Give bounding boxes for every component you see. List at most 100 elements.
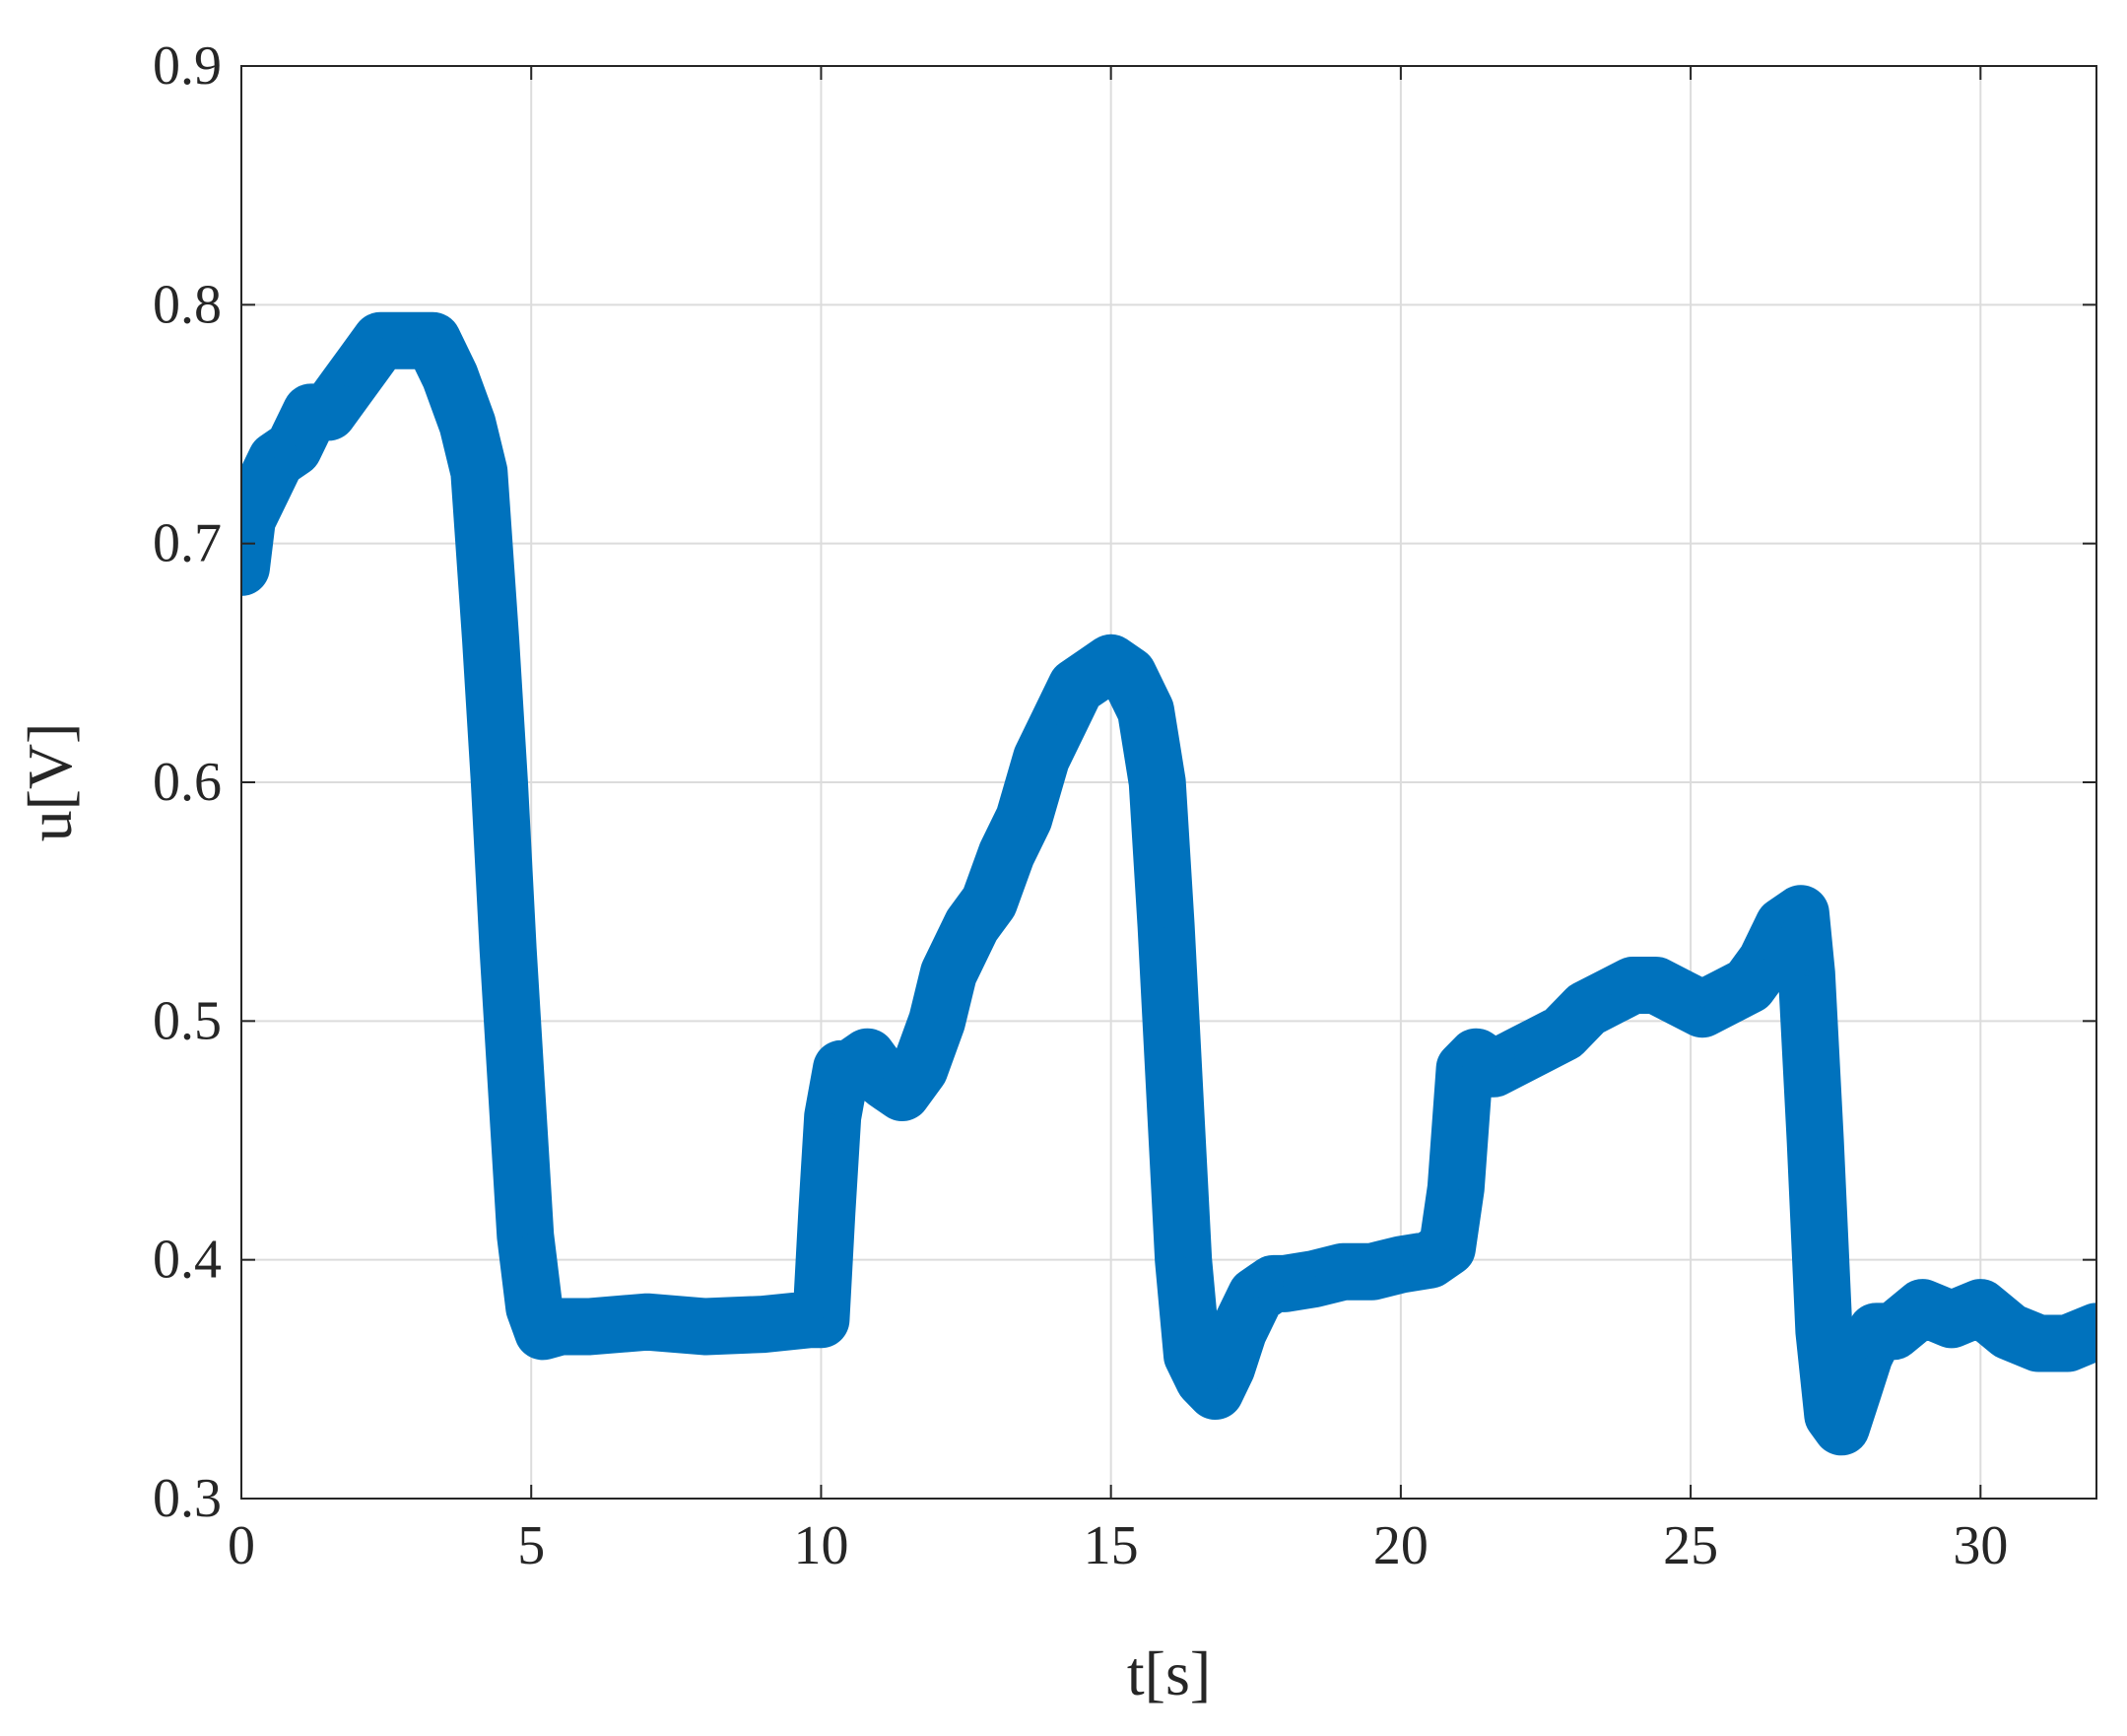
tick-marks	[240, 65, 2096, 1500]
data-point	[1252, 1293, 1259, 1300]
x-tick-label: 15	[1084, 1515, 1139, 1576]
data-point	[446, 373, 453, 380]
data-point	[464, 421, 471, 428]
data-point	[1171, 1090, 1178, 1097]
data-point	[1829, 1412, 1836, 1419]
data-point	[1948, 1316, 1955, 1323]
data-point	[522, 1233, 529, 1239]
data-point	[1397, 1261, 1404, 1268]
data-point	[1212, 1387, 1219, 1394]
y-tick-label: 0.8	[153, 274, 222, 335]
x-tick-label: 5	[517, 1515, 545, 1576]
data-point	[1652, 981, 1659, 988]
y-tick-label: 0.9	[153, 35, 222, 97]
data-point	[539, 1328, 546, 1335]
data-point	[1919, 1304, 1926, 1311]
data-point	[945, 969, 952, 976]
data-point	[1537, 1041, 1544, 1048]
data-point	[1200, 1375, 1207, 1382]
data-point	[1722, 994, 1729, 1001]
data-point	[1513, 1053, 1520, 1060]
data-point	[1803, 969, 1810, 976]
data-point	[243, 516, 250, 523]
data-point	[1163, 922, 1169, 929]
data-point	[1762, 958, 1769, 965]
data-point	[806, 1316, 813, 1323]
data-point	[1189, 1352, 1196, 1359]
data-point	[412, 337, 419, 344]
data-point	[2006, 1328, 2013, 1335]
data-point	[934, 1018, 941, 1025]
data-point	[986, 899, 993, 905]
y-tick-label: 0.6	[153, 752, 222, 813]
data-point	[1583, 1006, 1590, 1013]
data-point	[1038, 755, 1045, 762]
data-point	[1606, 994, 1613, 1001]
data-point	[430, 337, 436, 344]
data-point	[701, 1323, 708, 1330]
data-point	[325, 409, 332, 416]
data-point	[1745, 981, 1752, 988]
data-point	[760, 1321, 766, 1328]
data-point	[916, 1065, 923, 1072]
data-point	[1125, 671, 1132, 678]
data-point	[531, 1304, 538, 1311]
y-tick-label: 0.5	[153, 990, 222, 1051]
x-tick-label: 25	[1663, 1515, 1718, 1576]
data-point	[643, 1318, 650, 1325]
data-point	[830, 1113, 836, 1120]
data-point	[1368, 1268, 1375, 1275]
data-point	[1310, 1276, 1317, 1283]
y-tick-label: 0.7	[153, 513, 222, 574]
data-point	[1629, 981, 1636, 988]
x-axis-label: t[s]	[1127, 1638, 1211, 1708]
data-point	[504, 946, 511, 953]
data-point	[1073, 684, 1080, 691]
y-axis-label: u[V]	[15, 723, 85, 842]
data-point	[394, 337, 401, 344]
data-point	[1003, 850, 1010, 857]
data-point	[898, 1090, 905, 1097]
data-point	[1427, 1256, 1433, 1263]
data-point	[1698, 1006, 1705, 1013]
x-tick-label: 10	[793, 1515, 848, 1576]
y-tick-label: 0.4	[153, 1230, 222, 1291]
data-point	[342, 385, 349, 392]
data-point	[476, 468, 483, 475]
data-point	[957, 946, 964, 953]
data-point	[1282, 1280, 1289, 1287]
data-point	[1055, 719, 1062, 726]
x-tick-labels: 0 5 10 15 20 25 30	[228, 1515, 2008, 1576]
data-point	[513, 1090, 520, 1097]
data-point	[273, 456, 280, 463]
data-point	[1270, 1280, 1277, 1287]
data-point	[1873, 1328, 1880, 1335]
data-point	[1780, 922, 1787, 929]
data-point	[968, 922, 975, 929]
data-point	[1977, 1304, 1984, 1311]
data-point	[1091, 671, 1097, 678]
data-point	[360, 361, 366, 367]
data-point	[290, 444, 297, 451]
y-tick-label: 0.3	[153, 1468, 222, 1529]
data-point	[818, 1316, 825, 1323]
data-point	[377, 337, 384, 344]
data-point	[2064, 1340, 2071, 1347]
x-tick-label: 30	[1953, 1515, 2008, 1576]
data-point	[1340, 1268, 1347, 1275]
data-point	[1235, 1328, 1242, 1335]
data-point	[1443, 1244, 1450, 1251]
data-point	[882, 1077, 889, 1084]
data-point	[1891, 1328, 1897, 1335]
data-point	[1224, 1364, 1230, 1370]
y-tick-labels: 0.3 0.4 0.5 0.6 0.7 0.8 0.9	[153, 35, 222, 1529]
series-line	[241, 311, 2096, 1456]
data-point	[496, 779, 502, 785]
data-point	[2035, 1340, 2042, 1347]
data-point	[1021, 815, 1028, 822]
data-point	[1452, 1184, 1459, 1191]
data-point	[846, 1065, 853, 1072]
